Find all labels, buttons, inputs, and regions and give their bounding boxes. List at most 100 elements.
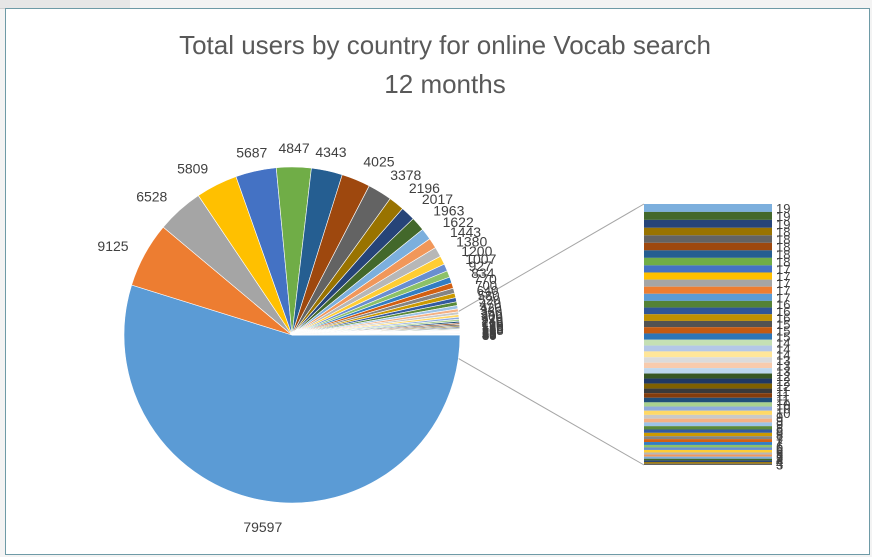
secondary-data-label: 8 <box>776 428 783 443</box>
secondary-data-label: 14 <box>776 347 790 362</box>
secondary-segment <box>644 307 772 315</box>
pie-data-label: 96 <box>482 324 496 339</box>
pie-data-label: 135 <box>482 321 504 336</box>
pie-data-label: 9125 <box>97 238 128 254</box>
secondary-data-label: 10 <box>776 397 790 412</box>
pie-data-label: 40 <box>482 327 496 342</box>
secondary-segment <box>644 219 772 228</box>
secondary-segment <box>644 406 772 411</box>
secondary-segment <box>644 462 772 464</box>
pie-data-label: 108 <box>482 323 504 338</box>
secondary-data-label: 16 <box>776 297 790 312</box>
pie-data-label: 240 <box>481 313 503 328</box>
pie-data-label: 51 <box>482 327 496 342</box>
pie-data-label: 640 <box>477 283 499 298</box>
chart-area[interactable]: Total users by country for online Vocab … <box>5 8 870 555</box>
secondary-segment <box>644 327 772 334</box>
pie-data-label: 4847 <box>278 140 309 156</box>
secondary-data-label: 9 <box>776 417 783 432</box>
secondary-segment <box>644 272 772 280</box>
secondary-segment <box>644 463 772 465</box>
secondary-segment <box>644 402 772 407</box>
secondary-segment <box>644 345 772 352</box>
secondary-data-label: 17 <box>776 262 790 277</box>
pie-data-label: 58 <box>482 326 496 341</box>
secondary-segment <box>644 418 772 423</box>
secondary-data-label: 11 <box>776 384 790 399</box>
secondary-data-label: 7 <box>776 431 783 446</box>
secondary-data-label: 14 <box>776 336 790 351</box>
secondary-segment <box>644 460 772 463</box>
pie-data-label: 270 <box>481 311 503 326</box>
secondary-segment <box>644 250 772 258</box>
secondary-segment <box>644 397 772 403</box>
pie-data-label: 170 <box>482 318 504 333</box>
secondary-stack <box>644 204 772 465</box>
pie-data-label: 1007 <box>465 251 496 267</box>
pie-data-label: 30 <box>482 328 496 343</box>
secondary-segment <box>644 436 772 440</box>
secondary-data-label: 3 <box>776 457 783 472</box>
secondary-data-label: 19 <box>776 217 790 232</box>
secondary-segment <box>644 429 772 433</box>
secondary-segment <box>644 368 772 374</box>
secondary-data-label: 15 <box>776 330 790 345</box>
pie-data-label: 380 <box>480 303 502 318</box>
secondary-data-label: 15 <box>776 317 790 332</box>
pie-data-label: 1380 <box>456 234 487 250</box>
secondary-segment <box>644 414 772 419</box>
pie-data-label: 1443 <box>450 224 481 240</box>
secondary-segment <box>644 373 772 379</box>
connector-lines <box>458 203 645 466</box>
secondary-data-label: 6 <box>776 442 783 457</box>
secondary-segment <box>644 378 772 384</box>
pie-data-label: 5687 <box>236 145 267 161</box>
secondary-data-label: 5 <box>776 447 783 462</box>
secondary-data-label: 16 <box>776 311 790 326</box>
secondary-data-label: 12 <box>776 369 790 384</box>
pie-data-label: 2017 <box>422 191 453 207</box>
pie-data-label: 4343 <box>315 144 346 160</box>
secondary-segment <box>644 449 772 453</box>
secondary-segment <box>644 257 772 266</box>
pie-data-label: 580 <box>478 288 500 303</box>
pie-data-label: 5809 <box>177 160 208 176</box>
pie-data-label: 150 <box>482 320 504 335</box>
secondary-data-label: 17 <box>776 269 790 284</box>
secondary-segment <box>644 293 772 301</box>
pie-data-label: 190 <box>482 317 504 332</box>
secondary-data-label: 16 <box>776 304 790 319</box>
secondary-data-label: 18 <box>776 255 790 270</box>
pie-data-label: 520 <box>479 292 501 307</box>
pie-data-label: 470 <box>479 297 501 312</box>
pie-data-label: 35 <box>482 328 496 343</box>
secondary-segment <box>644 383 772 389</box>
secondary-segment <box>644 452 772 455</box>
main-pie-labels: 79597 9125 6528 5809 5687 4847 4343 40253378219… <box>97 140 503 535</box>
secondary-segment <box>644 442 772 445</box>
secondary-segment <box>644 388 772 394</box>
secondary-data-label: 18 <box>776 240 790 255</box>
pie-data-label: 120 <box>482 322 504 337</box>
pie-data-label: 927 <box>468 258 492 274</box>
secondary-segment <box>644 320 772 328</box>
secondary-data-label: 13 <box>776 364 790 379</box>
secondary-segment <box>644 204 772 212</box>
secondary-segment <box>644 279 772 287</box>
main-pie <box>123 166 461 504</box>
secondary-data-label: 17 <box>776 290 790 305</box>
secondary-data-label: 13 <box>776 353 790 368</box>
pie-data-label: 420 <box>480 300 502 315</box>
secondary-segment <box>644 235 772 243</box>
secondary-data-label: 19 <box>776 209 790 224</box>
pie-data-label: 6528 <box>136 188 167 204</box>
chart-title: Total users by country for online Vocab … <box>179 30 711 60</box>
pie-data-label: 85 <box>482 324 496 339</box>
pie-data-label: 770 <box>473 271 497 287</box>
secondary-data-label: 10 <box>776 402 790 417</box>
secondary-data-label: 5 <box>776 449 783 464</box>
secondary-data-label: 9 <box>776 414 783 429</box>
secondary-segment <box>644 458 772 461</box>
secondary-segment <box>644 351 772 358</box>
secondary-data-label: 10 <box>776 406 790 421</box>
